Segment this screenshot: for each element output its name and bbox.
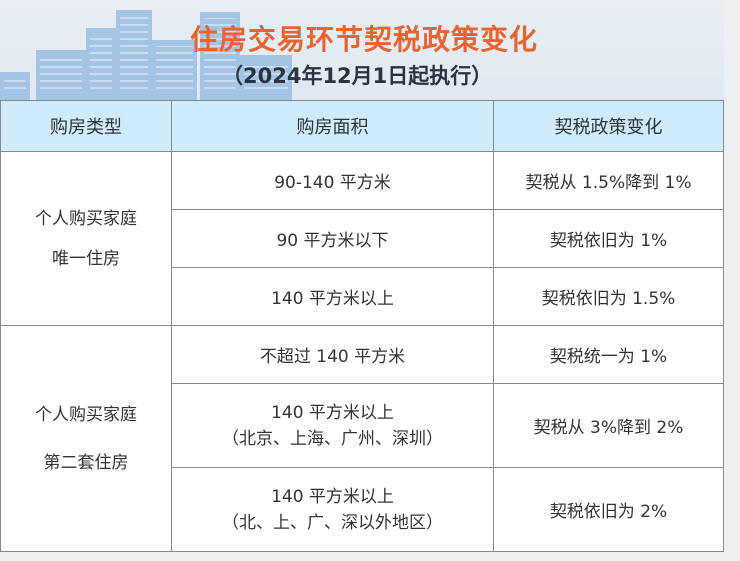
type-line: 个人购买家庭: [35, 404, 137, 425]
table-row: 140 平方米以上 契税依旧为 1.5%: [1, 267, 724, 326]
header-type: 购房类型: [0, 100, 172, 152]
area-cell: 90-140 平方米: [171, 151, 494, 210]
building-illustration: [116, 10, 152, 100]
page-title: 住房交易环节契税政策变化: [190, 23, 539, 56]
building-illustration: [240, 55, 292, 100]
policy-cell: 契税统一为 1%: [493, 325, 724, 384]
table-row: 90 平方米以下 契税依旧为 1%: [1, 209, 724, 268]
policy-cell: 契税从 1.5%降到 1%: [493, 151, 724, 210]
table-row: 个人购买家庭 唯一住房 90-140 平方米 契税从 1.5%降到 1%: [0, 151, 724, 326]
type-line: 个人购买家庭: [35, 208, 137, 229]
tax-policy-table: 购房类型 购房面积 契税政策变化 个人购买家庭 唯一住房 90-140 平方米 …: [0, 100, 724, 552]
table-row: 个人购买家庭 第二套住房 不超过 140 平方米 契税统一为 1%: [0, 325, 724, 552]
area-note: （北京、上海、广州、深圳）: [222, 428, 443, 449]
header-policy: 契税政策变化: [493, 100, 724, 152]
area-cell: 90 平方米以下: [171, 209, 494, 268]
header-banner: 住房交易环节契税政策变化 （2024年12月1日起执行）: [0, 0, 724, 100]
table-header-row: 购房类型 购房面积 契税政策变化: [0, 100, 724, 152]
area-cell: 不超过 140 平方米: [171, 325, 494, 384]
building-illustration: [36, 50, 86, 100]
area-cell: 140 平方米以上: [171, 267, 494, 326]
policy-cell: 契税从 3%降到 2%: [493, 383, 724, 468]
type-cell: 个人购买家庭 第二套住房: [0, 325, 172, 552]
policy-cell: 契税依旧为 2%: [493, 467, 724, 552]
type-line: 唯一住房: [52, 248, 120, 269]
area-line: 140 平方米以上: [271, 486, 394, 507]
policy-cell: 契税依旧为 1.5%: [493, 267, 724, 326]
type-cell: 个人购买家庭 唯一住房: [0, 151, 172, 326]
building-illustration: [200, 12, 240, 100]
building-illustration: [152, 40, 197, 100]
building-illustration: [86, 28, 116, 100]
policy-cell: 契税依旧为 1%: [493, 209, 724, 268]
header-area: 购房面积: [171, 100, 494, 152]
type-line: 第二套住房: [43, 452, 129, 473]
building-illustration: [0, 72, 30, 100]
area-cell: 140 平方米以上 （北京、上海、广州、深圳）: [171, 383, 494, 468]
effective-date: （2024年12月1日起执行）: [222, 64, 493, 88]
area-cell: 140 平方米以上 （北、上、广、深以外地区）: [171, 467, 494, 552]
table-row: 140 平方米以上 （北、上、广、深以外地区） 契税依旧为 2%: [1, 467, 724, 552]
area-line: 140 平方米以上: [271, 402, 394, 423]
area-note: （北、上、广、深以外地区）: [222, 512, 443, 533]
